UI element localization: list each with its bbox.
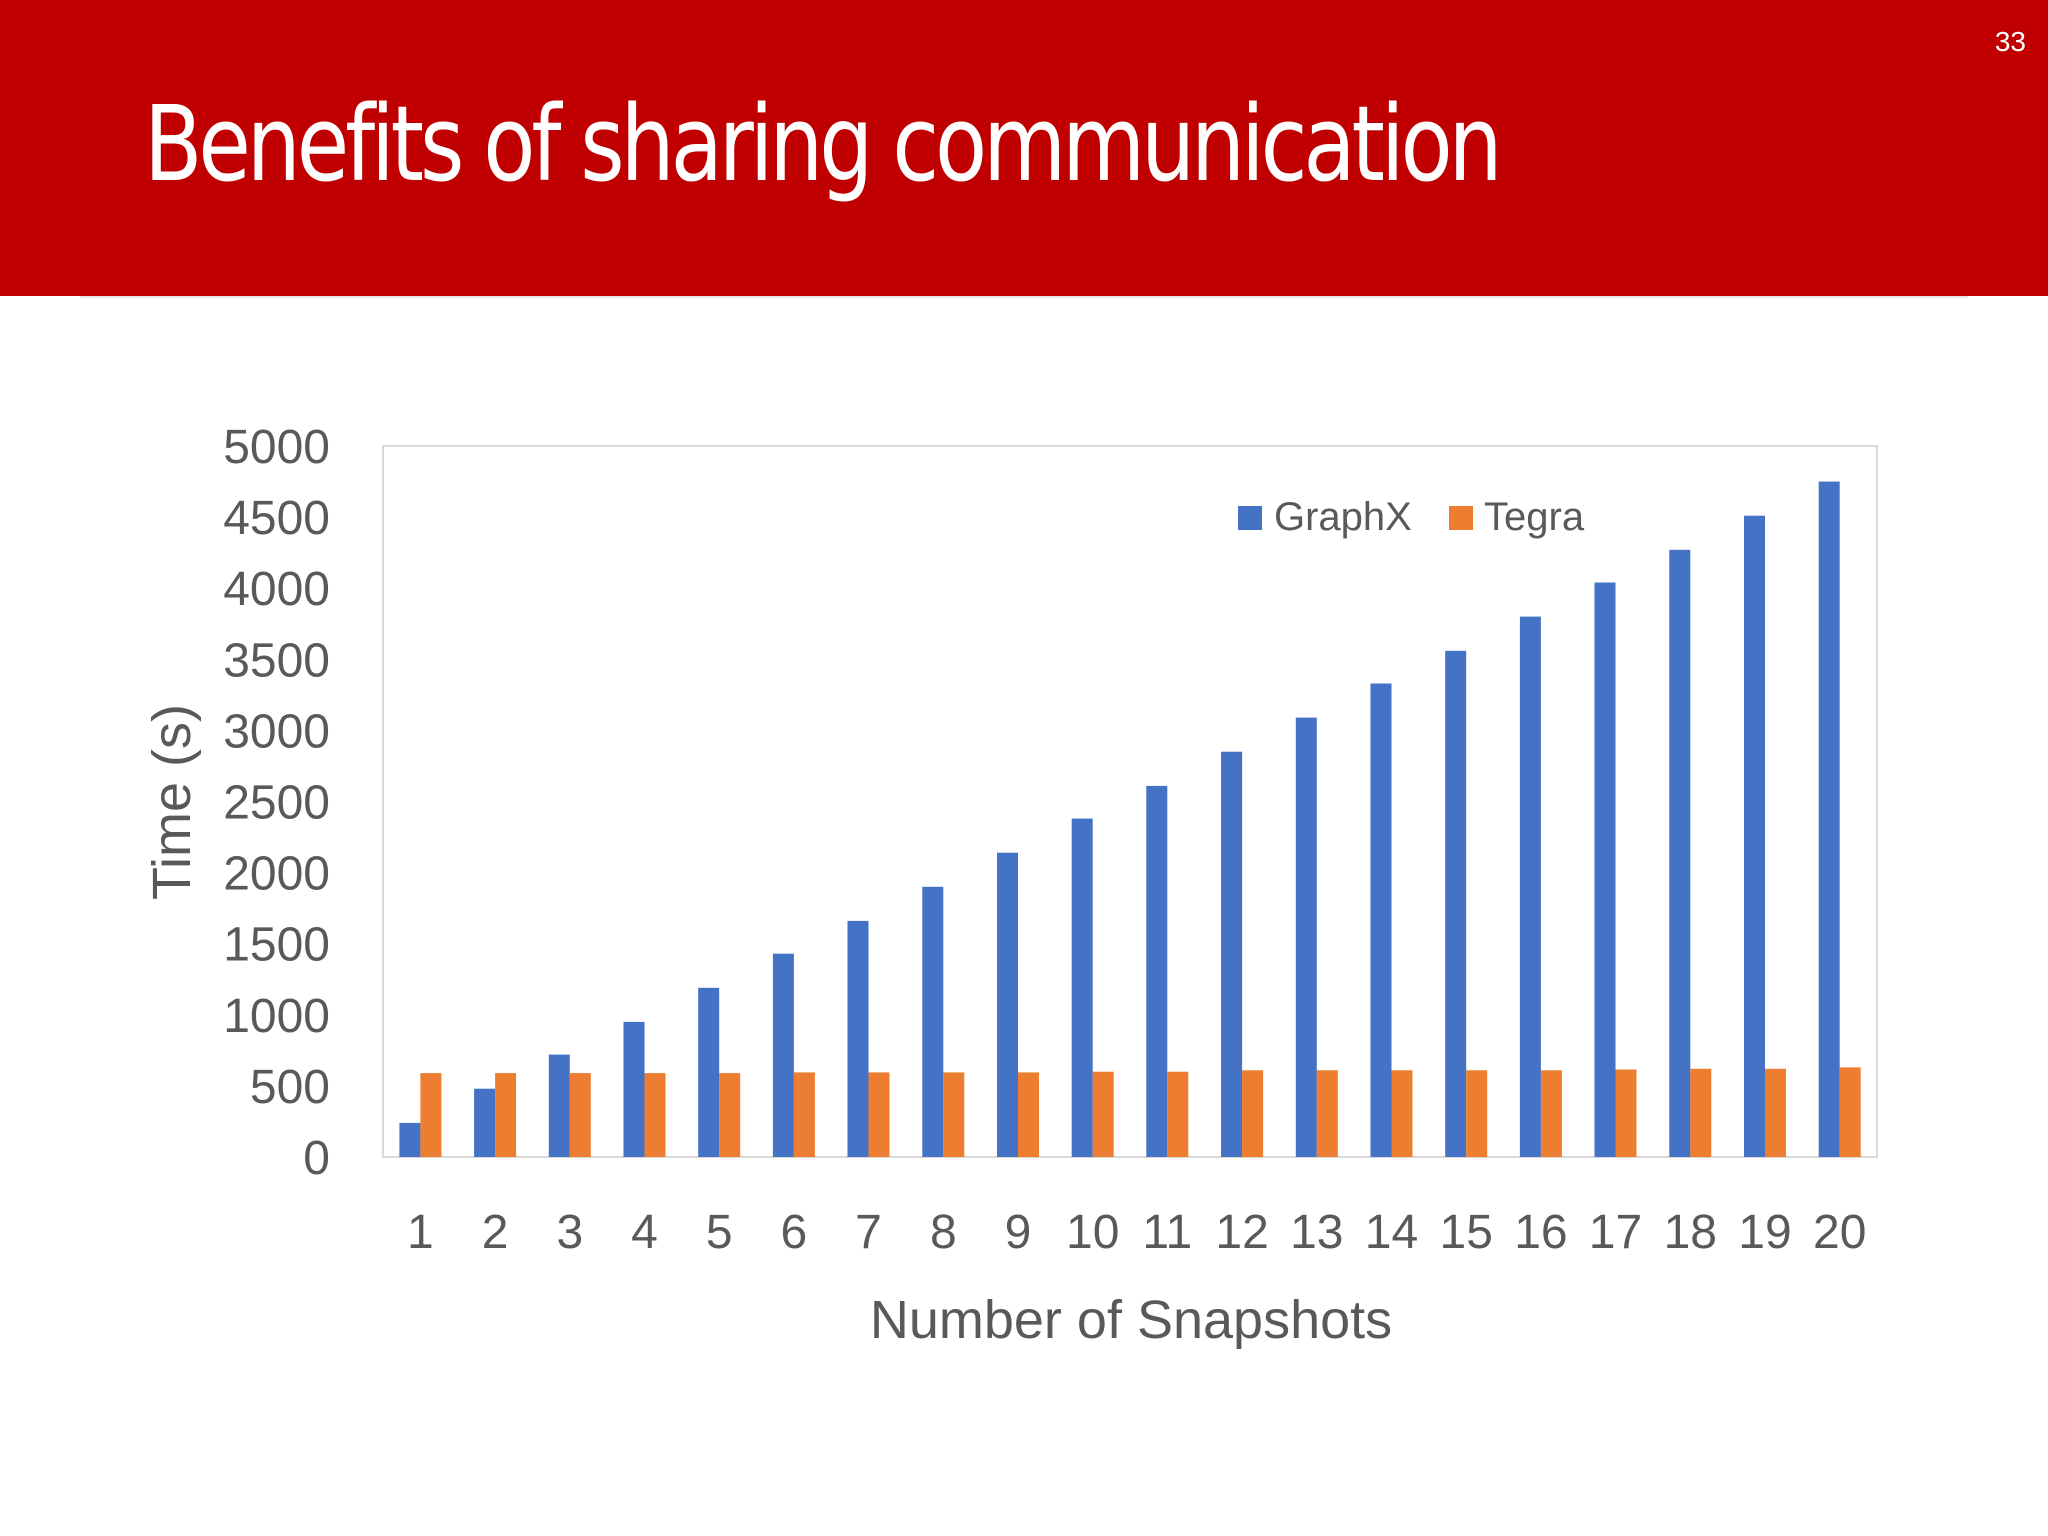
x-tick-label: 16 bbox=[1514, 1206, 1567, 1259]
bar-tegra-18 bbox=[1690, 1068, 1712, 1157]
x-tick-label: 5 bbox=[706, 1206, 733, 1259]
x-tick-label: 13 bbox=[1290, 1206, 1343, 1259]
banner-divider bbox=[80, 296, 1968, 298]
x-tick-label: 18 bbox=[1664, 1206, 1717, 1259]
bar-graphx-17 bbox=[1594, 582, 1616, 1157]
plot-area bbox=[382, 445, 1878, 1158]
bar-graphx-20 bbox=[1818, 481, 1840, 1158]
x-tick-label: 1 bbox=[407, 1206, 434, 1259]
bar-tegra-4 bbox=[644, 1073, 666, 1157]
legend-label-graphx: GraphX bbox=[1274, 495, 1412, 539]
bar-graphx-1 bbox=[399, 1122, 421, 1157]
bar-tegra-3 bbox=[569, 1073, 591, 1157]
bar-tegra-14 bbox=[1391, 1070, 1413, 1157]
y-tick-label: 1500 bbox=[223, 919, 330, 972]
bar-graphx-12 bbox=[1221, 751, 1243, 1157]
y-tick-label: 500 bbox=[250, 1061, 330, 1114]
bar-graphx-13 bbox=[1295, 717, 1317, 1157]
bar-graphx-19 bbox=[1744, 515, 1765, 1157]
bar-tegra-8 bbox=[943, 1072, 965, 1157]
bar-graphx-4 bbox=[623, 1021, 645, 1157]
y-tick-label: 1000 bbox=[223, 990, 330, 1043]
bar-graphx-18 bbox=[1669, 549, 1691, 1157]
bar-tegra-9 bbox=[1018, 1072, 1039, 1157]
title-banner bbox=[0, 0, 2048, 296]
x-tick-label: 9 bbox=[1005, 1206, 1032, 1259]
bar-tegra-5 bbox=[719, 1073, 741, 1157]
y-tick-label: 2500 bbox=[223, 777, 330, 830]
x-tick-label: 7 bbox=[855, 1206, 882, 1259]
y-tick-label: 2000 bbox=[223, 848, 330, 901]
slide-number: 33 bbox=[1994, 26, 2026, 57]
bar-graphx-9 bbox=[997, 852, 1018, 1157]
x-tick-label: 3 bbox=[556, 1206, 583, 1259]
bar-tegra-15 bbox=[1466, 1070, 1488, 1157]
bar-tegra-13 bbox=[1316, 1070, 1338, 1157]
bar-tegra-6 bbox=[793, 1072, 815, 1157]
bar-tegra-19 bbox=[1765, 1068, 1786, 1157]
x-tick-label: 10 bbox=[1066, 1206, 1119, 1259]
bar-tegra-10 bbox=[1092, 1071, 1114, 1157]
y-axis-label: Time (s) bbox=[142, 704, 202, 900]
bar-graphx-15 bbox=[1445, 650, 1467, 1157]
bar-graphx-11 bbox=[1146, 785, 1168, 1157]
bar-tegra-11 bbox=[1167, 1071, 1189, 1157]
bar-graphx-7 bbox=[847, 920, 869, 1157]
bar-graphx-5 bbox=[698, 987, 720, 1157]
x-tick-label: 19 bbox=[1738, 1206, 1791, 1259]
legend-label-tegra: Tegra bbox=[1484, 495, 1585, 539]
slide-title: Benefits of sharing communication bbox=[144, 83, 1503, 205]
bar-tegra-20 bbox=[1839, 1067, 1861, 1157]
x-tick-label: 8 bbox=[930, 1206, 957, 1259]
x-tick-label: 6 bbox=[781, 1206, 808, 1259]
bar-graphx-16 bbox=[1519, 616, 1541, 1157]
bar-tegra-7 bbox=[868, 1072, 890, 1157]
x-tick-label: 2 bbox=[482, 1206, 509, 1259]
bar-tegra-17 bbox=[1615, 1069, 1637, 1157]
bar-graphx-14 bbox=[1370, 683, 1392, 1157]
legend-swatch-tegra bbox=[1449, 506, 1473, 530]
bar-graphx-8 bbox=[922, 886, 944, 1157]
bar-graphx-10 bbox=[1071, 818, 1093, 1157]
bar-tegra-2 bbox=[495, 1073, 517, 1157]
bar-tegra-16 bbox=[1540, 1070, 1562, 1157]
y-tick-label: 4500 bbox=[223, 492, 330, 545]
x-tick-label: 4 bbox=[631, 1206, 658, 1259]
y-tick-label: 3500 bbox=[223, 634, 330, 687]
y-tick-label: 4000 bbox=[223, 563, 330, 616]
bar-tegra-12 bbox=[1242, 1070, 1264, 1157]
legend-swatch-graphx bbox=[1238, 506, 1262, 530]
x-axis-label: Number of Snapshots bbox=[870, 1290, 1392, 1350]
x-tick-label: 15 bbox=[1440, 1206, 1493, 1259]
y-tick-label: 0 bbox=[303, 1132, 330, 1185]
x-tick-label: 17 bbox=[1589, 1206, 1642, 1259]
x-tick-label: 12 bbox=[1215, 1206, 1268, 1259]
bar-graphx-6 bbox=[772, 953, 794, 1157]
bar-graphx-2 bbox=[474, 1088, 496, 1157]
x-tick-label: 14 bbox=[1365, 1206, 1418, 1259]
y-tick-label: 5000 bbox=[223, 421, 330, 474]
x-tick-label: 20 bbox=[1813, 1206, 1866, 1259]
y-tick-label: 3000 bbox=[223, 705, 330, 758]
bar-graphx-3 bbox=[548, 1054, 570, 1157]
x-tick-label: 11 bbox=[1142, 1206, 1192, 1259]
bar-tegra-1 bbox=[420, 1073, 442, 1157]
